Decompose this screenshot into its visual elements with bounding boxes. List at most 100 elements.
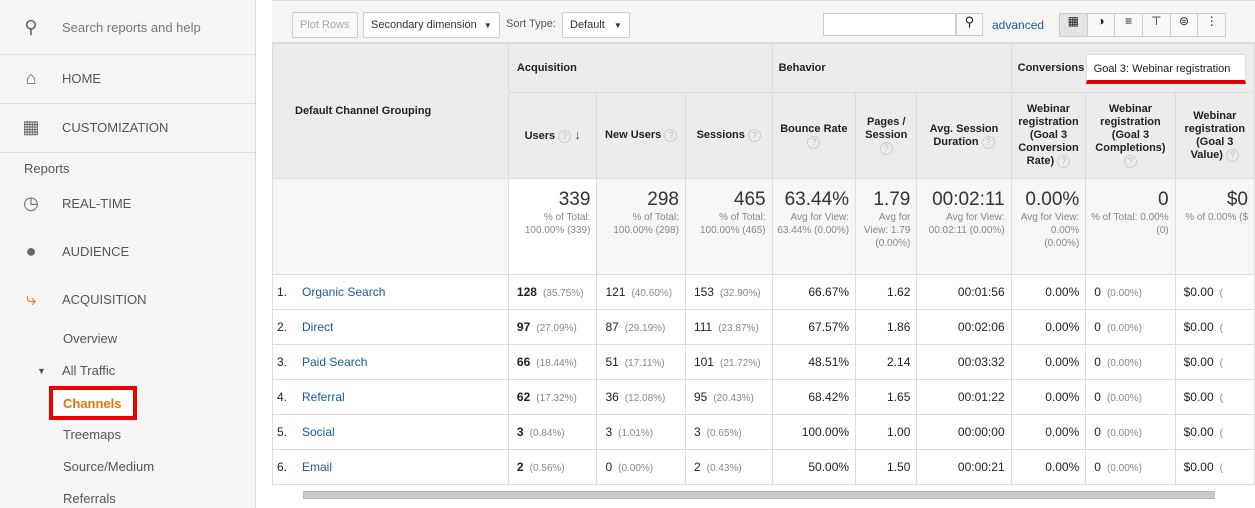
help-icon[interactable]: ?	[664, 129, 678, 142]
cell-percent: (	[1219, 358, 1223, 369]
cell-goal-completions: 0 (0.00%)	[1085, 274, 1176, 310]
cell-value: 101	[693, 355, 714, 369]
cell-goal-completions: 0 (0.00%)	[1085, 414, 1176, 450]
cell-value: 121	[605, 285, 626, 299]
secondary-dimension-dropdown[interactable]: Secondary dimension ▼	[363, 12, 500, 38]
cell-percent: (12.08%)	[624, 393, 666, 404]
dropdown-arrow-icon: ▼	[613, 21, 622, 30]
cell-channel: 5. Social	[272, 414, 509, 450]
cell-sessions: 101 (21.72%)	[684, 344, 773, 380]
cell-bounce-rate: 50.00%	[771, 449, 857, 485]
cell-value: 00:00:00	[957, 425, 1005, 439]
row-number: 4.	[277, 390, 288, 404]
cell-percent: (0.43%)	[706, 463, 742, 474]
sort-type-dropdown[interactable]: Default ▼	[562, 12, 630, 38]
nav-customization-label: CUSTOMIZATION	[62, 120, 169, 135]
cell-value: 66	[516, 355, 531, 369]
search-button[interactable]: ⚲	[956, 13, 983, 36]
cell-value: $0.00	[1183, 460, 1214, 474]
nav-referrals[interactable]: Referrals	[63, 491, 116, 506]
nav-overview[interactable]: Overview	[63, 331, 118, 346]
column-header-label: Bounce Rate	[780, 122, 848, 135]
group-behavior: Behavior	[771, 43, 1012, 93]
column-header-sessions[interactable]: Sessions ?	[684, 92, 773, 179]
help-icon[interactable]: ?	[747, 129, 761, 142]
table-row: 4. Referral 62 (17.32%) 36 (12.08%) 95 (20.43%)…	[272, 379, 1255, 415]
table-row: 1. Organic Search 128 (35.75%) 121 (40.60%) 15…	[272, 274, 1255, 310]
cell-percent: (0.00%)	[1106, 358, 1142, 369]
performance-view-icon[interactable]: ≡	[1115, 14, 1144, 36]
cell-value: 67.57%	[808, 320, 850, 334]
total-value: 465	[733, 189, 766, 210]
goal-select-dropdown[interactable]: Goal 3: Webinar registration	[1085, 54, 1246, 84]
cell-value: 00:02:06	[957, 320, 1005, 334]
channel-link[interactable]: Paid Search	[302, 355, 368, 369]
column-header-new-users[interactable]: New Users ?	[596, 92, 686, 179]
column-header-avg-session-duration[interactable]: Avg. Session Duration ?	[916, 92, 1012, 179]
cell-percent: (	[1219, 463, 1223, 474]
help-icon[interactable]: ?	[879, 142, 893, 155]
nav-acquisition[interactable]: ⤷ ACQUISITION	[0, 284, 256, 314]
cell-goal-completions: 0 (0.00%)	[1085, 309, 1176, 345]
cell-percent: (0.65%)	[706, 428, 742, 439]
cell-value: $0.00	[1183, 285, 1214, 299]
cell-goal-conversion-rate: 0.00%	[1010, 274, 1087, 310]
table-view-icon[interactable]: ▦	[1060, 14, 1088, 36]
acquisition-icon: ⤷	[25, 288, 37, 309]
column-header-goal-completions[interactable]: Webinar registration (Goal 3 Completions…	[1085, 92, 1176, 179]
column-header-pages-per-session[interactable]: Pages / Session ?	[855, 92, 918, 179]
channel-link[interactable]: Email	[302, 460, 333, 474]
column-header-goal-conversion-rate[interactable]: Webinar registration (Goal 3 Conversion …	[1010, 92, 1087, 179]
nav-audience[interactable]: ● AUDIENCE	[0, 236, 256, 266]
cell-value: 2	[693, 460, 701, 474]
column-header-bounce-rate[interactable]: Bounce Rate ?	[771, 92, 857, 179]
nav-realtime[interactable]: ◷ REAL-TIME	[0, 188, 256, 218]
column-header-label: Sessions	[696, 129, 745, 141]
comparison-view-icon[interactable]: ⊤	[1143, 14, 1171, 36]
pivot-view-icon[interactable]: ⋮	[1205, 14, 1218, 28]
nav-customization[interactable]: ▦ CUSTOMIZATION	[0, 103, 256, 152]
help-icon[interactable]: ?	[1226, 148, 1240, 162]
channel-link[interactable]: Direct	[302, 320, 334, 334]
nav-source-medium[interactable]: Source/Medium	[63, 459, 155, 474]
sort-desc-icon[interactable]: ↓	[574, 127, 581, 142]
channel-link[interactable]: Organic Search	[302, 285, 386, 299]
cell-percent: (0.00%)	[1106, 463, 1142, 474]
dimension-header[interactable]: Default Channel Grouping	[272, 43, 509, 179]
cell-value: 1.65	[887, 390, 911, 404]
help-icon[interactable]: ?	[558, 130, 572, 143]
cell-channel: 4. Referral	[272, 379, 509, 415]
nav-channels[interactable]: Channels	[49, 386, 137, 420]
nav-home[interactable]: ⌂ HOME	[0, 54, 256, 103]
total-sub: % of Total: 100.00% (339)	[524, 212, 591, 236]
column-header-goal-value[interactable]: Webinar registration (Goal 3 Value) ?	[1174, 92, 1255, 179]
term-cloud-view-icon[interactable]: ⊜	[1171, 14, 1199, 36]
group-conversions: Conversions Goal 3: Webinar registration	[1010, 43, 1255, 93]
cell-value: 50.00%	[808, 460, 850, 474]
nav-treemaps[interactable]: Treemaps	[63, 427, 122, 442]
row-number: 2.	[277, 320, 288, 334]
help-icon[interactable]: ?	[981, 135, 995, 149]
cell-value: 0	[1094, 355, 1101, 369]
help-icon[interactable]: ?	[1123, 155, 1137, 168]
total-goal-completions: 0% of Total: 0.00% (0)	[1085, 178, 1176, 275]
table-search-input[interactable]	[823, 13, 956, 36]
column-header-label: New Users	[605, 129, 662, 141]
plot-rows-button[interactable]: Plot Rows	[292, 12, 358, 38]
help-icon[interactable]: ?	[1057, 155, 1071, 168]
total-value: 1.79	[873, 189, 911, 210]
channel-link[interactable]: Social	[302, 425, 335, 439]
cell-value: 0	[1094, 285, 1101, 299]
secondary-dimension-label: Secondary dimension	[371, 19, 477, 31]
nav-all-traffic[interactable]: All Traffic	[62, 363, 116, 378]
search-box[interactable]: ⚲ Search reports and help	[0, 0, 256, 54]
horizontal-scrollbar[interactable]	[303, 491, 1215, 499]
row-number: 1.	[277, 285, 288, 299]
help-icon[interactable]: ?	[807, 135, 821, 149]
column-header-users[interactable]: Users ? ↓	[507, 92, 598, 179]
cell-goal-conversion-rate: 0.00%	[1010, 449, 1087, 485]
advanced-link[interactable]: advanced	[992, 18, 1045, 32]
channel-link[interactable]: Referral	[302, 390, 345, 404]
view-switcher: ▦ ◑ ≡ ⊤ ⊜ ⋮	[1059, 13, 1226, 37]
pie-view-icon[interactable]: ◑	[1088, 14, 1116, 36]
